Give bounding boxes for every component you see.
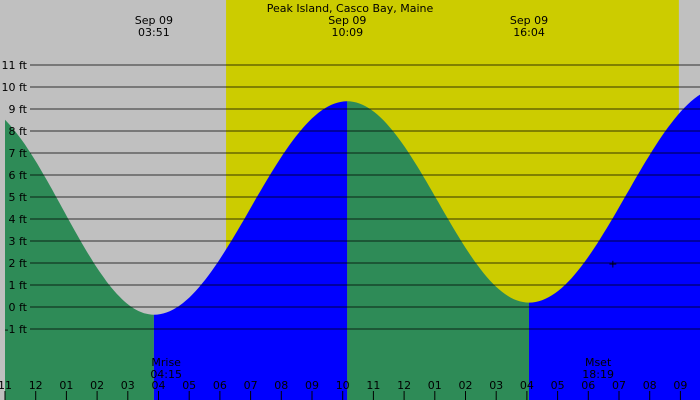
x-tick-label: 05: [551, 379, 565, 392]
x-tick-label: 11: [0, 379, 12, 392]
extreme-date: Sep 09: [135, 14, 173, 27]
x-tick-label: 12: [397, 379, 411, 392]
y-tick-label: 4 ft: [9, 213, 28, 226]
y-tick-label: 10 ft: [2, 81, 28, 94]
chart-title: Peak Island, Casco Bay, Maine: [267, 2, 434, 15]
moon-event-time: 18:19: [582, 368, 614, 381]
falling-tide-area: [347, 101, 529, 400]
y-tick-label: 0 ft: [9, 301, 28, 314]
gridlines: [30, 64, 700, 330]
x-tick-label: 01: [428, 379, 442, 392]
x-tick-label: 05: [182, 379, 196, 392]
y-tick-label: 7 ft: [9, 147, 28, 160]
x-tick-label: 01: [59, 379, 73, 392]
x-tick-label: 04: [520, 379, 534, 392]
x-tick-label: 09: [305, 379, 319, 392]
x-tick-label: 02: [90, 379, 104, 392]
x-tick-label: 08: [643, 379, 657, 392]
y-tick-label: 11 ft: [2, 59, 28, 72]
y-tick-label: 6 ft: [9, 169, 28, 182]
x-axis-labels: 11 12 01 02 03 04 05 06 07 08 09 10 11 12 01 02 03 04 05 06…: [0, 379, 687, 392]
x-tick-label: 02: [459, 379, 473, 392]
y-axis-labels: -1 ft 0 ft 1 ft 2 ft 3 ft 4 ft 5 ft 6 ft 7 ft 8 f…: [2, 59, 28, 336]
current-marker: +: [608, 258, 617, 271]
rising-tide-area: [529, 94, 700, 400]
y-tick-label: 1 ft: [9, 279, 28, 292]
y-tick-label: 2 ft: [9, 257, 28, 270]
extreme-time: 10:09: [331, 26, 363, 39]
moon-event-label: Mset: [585, 356, 612, 369]
x-tick-label: 06: [213, 379, 227, 392]
x-tick-label: 03: [121, 379, 135, 392]
extreme-date: Sep 09: [328, 14, 366, 27]
y-tick-label: -1 ft: [5, 323, 28, 336]
y-tick-label: 9 ft: [9, 103, 28, 116]
x-tick-label: 07: [244, 379, 258, 392]
tide-areas: [5, 94, 700, 400]
x-tick-label: 08: [274, 379, 288, 392]
y-tick-label: 3 ft: [9, 235, 28, 248]
x-tick-label: 06: [581, 379, 595, 392]
x-tick-label: 09: [673, 379, 687, 392]
x-axis-ticks: [4, 391, 681, 400]
x-tick-label: 04: [152, 379, 166, 392]
extreme-date: Sep 09: [510, 14, 548, 27]
moon-event-label: Mrise: [151, 356, 181, 369]
y-tick-label: 5 ft: [9, 191, 28, 204]
x-tick-label: 11: [366, 379, 380, 392]
extreme-time: 03:51: [138, 26, 170, 39]
x-tick-label: 07: [612, 379, 626, 392]
x-tick-label: 12: [29, 379, 43, 392]
falling-tide-area: [5, 119, 154, 400]
rising-tide-area: [153, 101, 348, 400]
x-tick-label: 10: [336, 379, 350, 392]
x-tick-label: 03: [489, 379, 503, 392]
moon-event-time: 04:15: [150, 368, 182, 381]
y-tick-label: 8 ft: [9, 125, 28, 138]
extreme-time: 16:04: [513, 26, 545, 39]
